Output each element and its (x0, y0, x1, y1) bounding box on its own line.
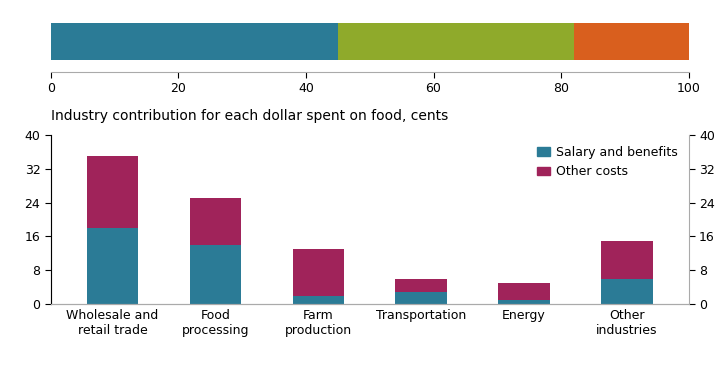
Bar (601, 241, 652, 279)
Bar (293, 249, 344, 296)
Bar (293, 296, 344, 304)
Legend: Salary and benefits, Other costs: Salary and benefits, Other costs (532, 141, 682, 183)
Bar (498, 283, 550, 300)
Bar (601, 279, 652, 304)
Bar (87, 156, 138, 228)
Bar (51, 23, 338, 59)
Bar (574, 23, 689, 59)
Bar (395, 279, 447, 292)
Bar (498, 300, 550, 304)
Bar (87, 228, 138, 304)
Bar (190, 245, 241, 304)
Text: Industry contribution for each dollar spent on food, cents: Industry contribution for each dollar sp… (51, 109, 448, 123)
Legend: Salary and benefits, Property costs, Other: Salary and benefits, Property costs, Oth… (121, 0, 484, 4)
Bar (338, 23, 574, 59)
Bar (190, 198, 241, 245)
Bar (395, 292, 447, 304)
